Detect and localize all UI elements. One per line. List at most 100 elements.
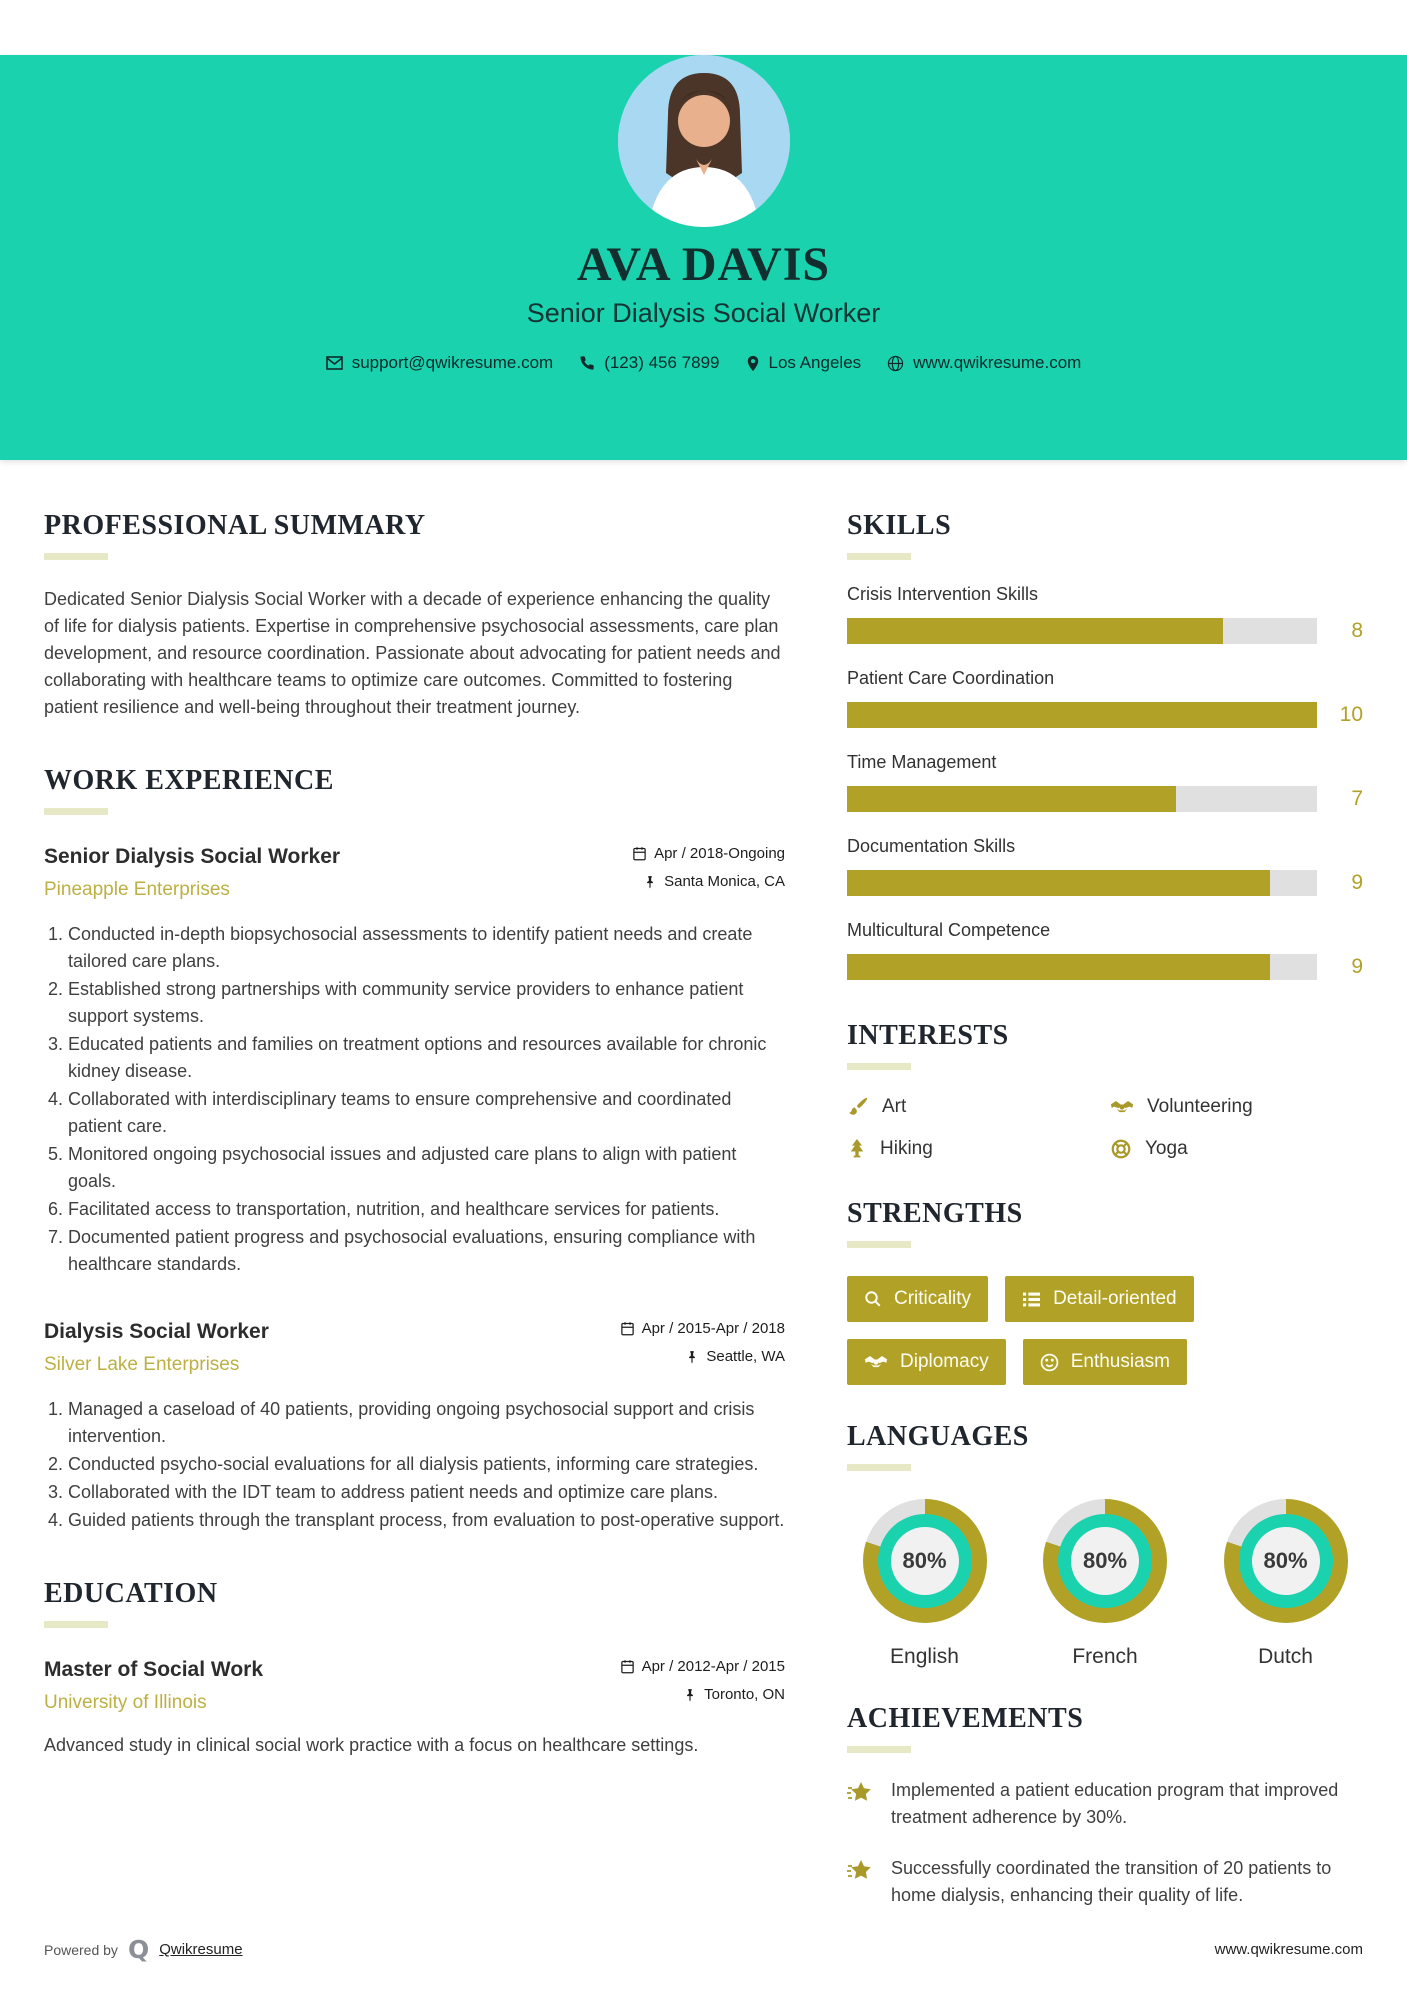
contact-location: Los Angeles [746,353,862,373]
contact-location-text: Los Angeles [768,353,862,372]
contact-email[interactable]: support@qwikresume.com [325,353,554,373]
achievement-item: Implemented a patient education program … [847,1777,1363,1831]
language-item-english: 80% English [847,1499,1002,1669]
job-head: Dialysis Social Worker Silver Lake Enter… [44,1320,785,1376]
job-location-text: Seattle, WA [706,1348,785,1365]
skill-value: 10 [1339,703,1363,726]
interest-grid: Art Volunteering Hiking [847,1096,1363,1160]
interest-label: Art [882,1096,907,1117]
job-bullet: Facilitated access to transportation, nu… [68,1196,785,1223]
job-head-left: Dialysis Social Worker Silver Lake Enter… [44,1320,269,1376]
language-label: English [890,1645,959,1668]
skill-bar-track [847,870,1317,896]
education-head: Master of Social Work University of Illi… [44,1658,785,1714]
skill-row: Patient Care Coordination 10 [847,668,1363,728]
skill-bar-track [847,954,1317,980]
contact-website[interactable]: www.qwikresume.com [887,353,1081,373]
education-meta: Apr / 2012-Apr / 2015 Toronto, ON [620,1658,785,1714]
job-bullet: Educated patients and families on treatm… [68,1031,785,1085]
skill-bar-fill [847,702,1317,728]
job-bullet-list: Conducted in-depth biopsychosocial asses… [44,921,785,1278]
job-bullet: Monitored ongoing psychosocial issues an… [68,1141,785,1195]
section-title-work: WORK EXPERIENCE [44,765,334,796]
section-interests: INTERESTS Art Volunteering [847,1020,1363,1160]
contact-phone[interactable]: (123) 456 7899 [579,353,720,373]
pushpin-icon [687,1688,694,1701]
job-entry: Dialysis Social Worker Silver Lake Enter… [44,1320,785,1534]
interest-item-hiking: Hiking [847,1138,1100,1160]
achievement-item: Successfully coordinated the transition … [847,1855,1363,1909]
right-column: SKILLS Crisis Intervention Skills 8 Pati… [847,510,1363,1953]
contact-phone-text: (123) 456 7899 [604,353,720,372]
contact-email-text: support@qwikresume.com [351,353,554,372]
skill-label: Time Management [847,752,997,772]
section-title-achievements: ACHIEVEMENTS [847,1703,1084,1734]
skill-label: Patient Care Coordination [847,668,1055,688]
strength-badge-detail-oriented: Detail-oriented [1005,1276,1194,1322]
skill-row: Time Management 7 [847,752,1363,812]
donut-inner-ring: 80% [1058,1514,1152,1608]
education-description: Advanced study in clinical social work p… [44,1735,699,1755]
person-job-title: Senior Dialysis Social Worker [526,298,881,328]
skill-label: Multicultural Competence [847,920,1051,940]
skill-bar: 10 [847,702,1363,728]
education-school: University of Illinois [44,1692,207,1713]
contact-row: support@qwikresume.com (123) 456 7899 Lo… [0,353,1407,373]
skill-bar-fill [847,786,1176,812]
shooting-star-icon [847,1782,871,1801]
education-location: Toronto, ON [620,1686,785,1703]
smiley-icon [1040,1353,1058,1371]
language-donut: 80% [1223,1499,1348,1623]
title-underline [847,1063,911,1070]
left-column: PROFESSIONAL SUMMARY Dedicated Senior Di… [44,510,785,1953]
job-bullet: Established strong partnerships with com… [68,976,785,1030]
language-label: Dutch [1258,1645,1313,1668]
title-underline [847,1746,911,1753]
list-icon [1023,1292,1041,1306]
skill-row: Multicultural Competence 9 [847,920,1363,980]
job-head: Senior Dialysis Social Worker Pineapple … [44,845,785,901]
strength-label: Criticality [894,1288,972,1309]
education-degree: Master of Social Work [44,1658,264,1681]
skill-bar-track [847,702,1317,728]
job-date-text: Apr / 2018-Ongoing [654,845,785,862]
job-title: Dialysis Social Worker [44,1320,269,1343]
footer-website-link[interactable]: www.qwikresume.com [1214,1941,1363,1958]
strength-rows: Criticality Detail-oriented Diplomacy [847,1276,1363,1385]
strength-label: Enthusiasm [1070,1351,1170,1372]
skill-bar: 9 [847,870,1363,896]
skill-value: 9 [1351,955,1363,978]
job-bullet: Collaborated with the IDT team to addres… [68,1479,785,1506]
interest-label: Yoga [1145,1138,1188,1159]
skill-bar-track [847,618,1317,644]
globe-icon [887,355,904,371]
qwikresume-link[interactable]: Qwikresume [159,1941,243,1958]
location-pin-icon [747,355,758,371]
skill-row: Crisis Intervention Skills 8 [847,584,1363,644]
section-strengths: STRENGTHS Criticality Detail-oriented [847,1198,1363,1385]
achievement-text: Successfully coordinated the transition … [891,1858,1332,1905]
job-company: Pineapple Enterprises [44,879,230,900]
title-underline [847,1464,911,1471]
footer: Powered by Q Qwikresume www.qwikresume.c… [0,1935,1407,1964]
education-entry: Master of Social Work University of Illi… [44,1658,785,1759]
job-location: Seattle, WA [620,1348,785,1365]
job-entry: Senior Dialysis Social Worker Pineapple … [44,845,785,1278]
skill-value: 8 [1351,619,1363,642]
job-bullet: Collaborated with interdisciplinary team… [68,1086,785,1140]
skill-bar: 7 [847,786,1363,812]
strength-badge-criticality: Criticality [847,1276,989,1322]
section-languages: LANGUAGES 80% English [847,1421,1363,1669]
donut-inner-ring: 80% [877,1514,972,1608]
title-underline [847,1241,911,1248]
skill-row: Documentation Skills 9 [847,836,1363,896]
section-title-interests: INTERESTS [847,1020,1009,1051]
mail-icon [325,356,343,370]
avatar [617,55,790,227]
magnifier-icon [865,1291,881,1307]
section-title-summary: PROFESSIONAL SUMMARY [44,510,426,541]
education-date-text: Apr / 2012-Apr / 2015 [641,1658,785,1675]
job-bullet: Guided patients through the transplant p… [68,1507,785,1534]
lifebuoy-icon [1111,1139,1131,1159]
